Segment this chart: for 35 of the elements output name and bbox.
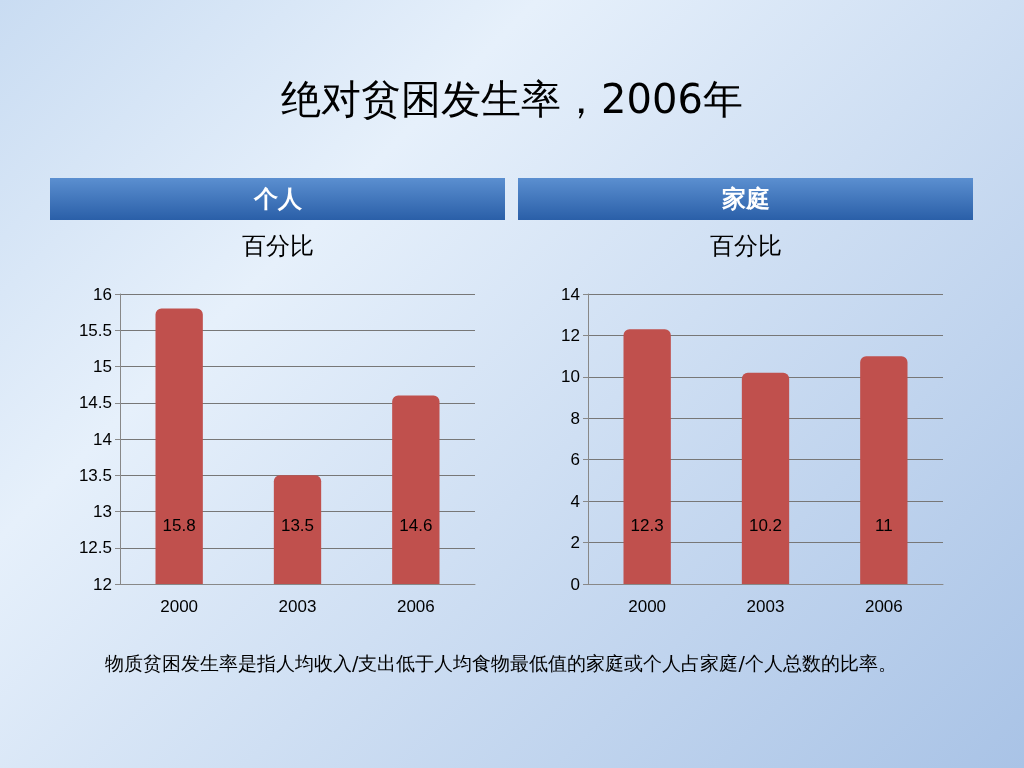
y-tick-label: 12.5	[78, 538, 112, 558]
x-tick-label: 2006	[396, 597, 435, 616]
x-tick-label: 2006	[864, 597, 903, 616]
y-tick-label: 0	[570, 574, 580, 594]
y-tick-label: 15.5	[78, 320, 112, 340]
chart-subtitle: 百分比	[240, 231, 315, 262]
text: 绝对贫困发生率，2006年	[280, 75, 744, 124]
text: 物质贫困发生率是指人均收入/支出低于人均食物最低值的家庭或个人占家庭/个人总数的比率。	[105, 651, 898, 676]
y-tick-label: 2	[570, 533, 580, 553]
y-tick-label: 4	[570, 491, 580, 511]
x-tick-label: 2003	[746, 597, 785, 616]
data-label: 12.3	[630, 516, 664, 535]
y-tick-label: 15	[93, 357, 112, 376]
data-label: 14.6	[399, 516, 433, 535]
y-tick-label: 14	[561, 284, 580, 304]
x-tick-label: 2000	[160, 597, 199, 616]
data-label: 10.2	[748, 516, 783, 535]
y-tick-label: 6	[570, 450, 580, 470]
y-tick-label: 13	[93, 502, 112, 521]
chart-title: 个人	[50, 178, 505, 220]
x-tick-label: 2003	[278, 597, 317, 616]
data-label: 13.5	[280, 516, 315, 535]
data-label: 11	[875, 516, 893, 535]
y-tick-label: 14	[93, 429, 112, 449]
chart-title: 家庭	[518, 178, 973, 220]
data-label: 15.8	[162, 516, 196, 535]
y-tick-label: 13.5	[78, 465, 112, 485]
y-tick-label: 12	[561, 325, 580, 345]
y-tick-label: 8	[570, 408, 580, 428]
y-tick-label: 16	[93, 284, 112, 304]
x-tick-label: 2000	[628, 597, 667, 616]
y-tick-label: 10	[561, 367, 580, 387]
chart-subtitle: 百分比	[708, 231, 783, 262]
y-tick-label: 14.5	[78, 393, 112, 413]
y-tick-label: 12	[93, 574, 112, 594]
